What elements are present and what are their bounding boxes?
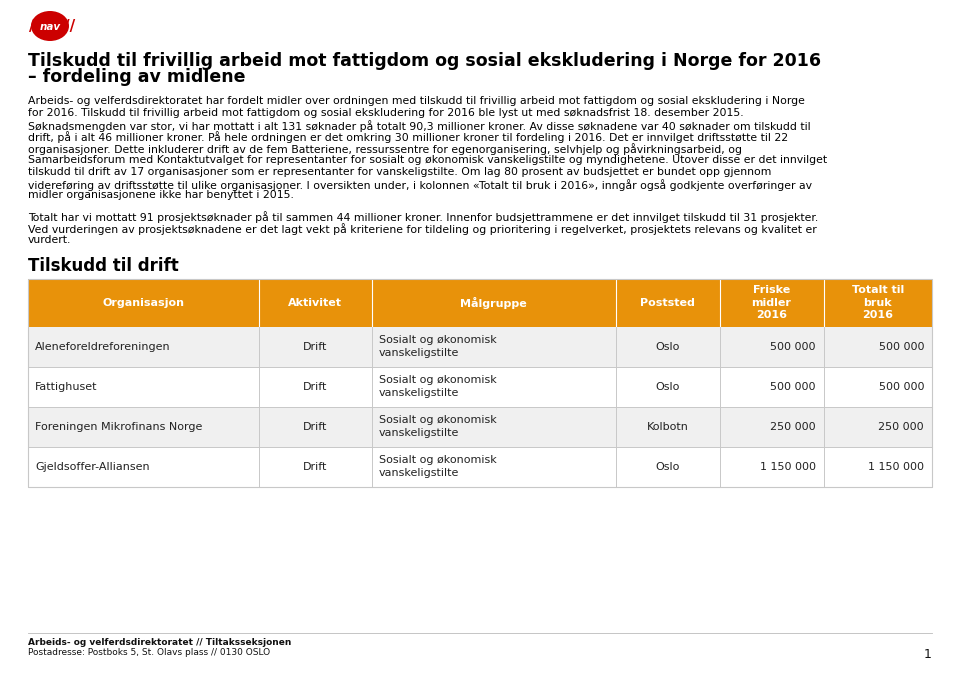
- Text: Drift: Drift: [302, 381, 327, 391]
- Text: organisasjoner. Dette inkluderer drift av de fem Batteriene, ressurssentre for e: organisasjoner. Dette inkluderer drift a…: [28, 143, 742, 155]
- Text: Organisasjon: Organisasjon: [103, 298, 184, 308]
- Text: tilskudd til drift av 17 organisasjoner som er representanter for vanskeligstilt: tilskudd til drift av 17 organisasjoner …: [28, 167, 772, 177]
- Text: 500 000: 500 000: [878, 381, 924, 391]
- Text: 1 150 000: 1 150 000: [759, 462, 816, 472]
- Text: Fattighuset: Fattighuset: [35, 381, 98, 391]
- Text: Totalt har vi mottatt 91 prosjektsøknader på til sammen 44 millioner kroner. Inn: Totalt har vi mottatt 91 prosjektsøknade…: [28, 211, 818, 223]
- Text: Sosialt og økonomisk
vanskeligstilte: Sosialt og økonomisk vanskeligstilte: [378, 335, 496, 358]
- Text: Sosialt og økonomisk
vanskeligstilte: Sosialt og økonomisk vanskeligstilte: [378, 375, 496, 398]
- Text: Oslo: Oslo: [656, 342, 680, 352]
- Text: nav: nav: [39, 22, 60, 32]
- Text: Tilskudd til frivillig arbeid mot fattigdom og sosial ekskludering i Norge for 2: Tilskudd til frivillig arbeid mot fattig…: [28, 52, 821, 70]
- Text: Ved vurderingen av prosjektsøknadene er det lagt vekt på kriteriene for tildelin: Ved vurderingen av prosjektsøknadene er …: [28, 223, 817, 235]
- Text: Kolbotn: Kolbotn: [647, 422, 688, 431]
- Text: Postadresse: Postboks 5, St. Olavs plass // 0130 OSLO: Postadresse: Postboks 5, St. Olavs plass…: [28, 648, 270, 657]
- Text: videreføring av driftsstøtte til ulike organisasjoner. I oversikten under, i kol: videreføring av driftsstøtte til ulike o…: [28, 179, 812, 190]
- Bar: [28, 447, 932, 487]
- Text: Målgruppe: Målgruppe: [460, 296, 527, 308]
- Text: 250 000: 250 000: [878, 422, 924, 431]
- Text: 250 000: 250 000: [770, 422, 816, 431]
- Bar: [28, 327, 932, 367]
- Text: – fordeling av midlene: – fordeling av midlene: [28, 68, 246, 86]
- Text: drift, på i alt 46 millioner kroner. På hele ordningen er det omkring 30 million: drift, på i alt 46 millioner kroner. På …: [28, 132, 788, 143]
- Text: /: /: [29, 20, 35, 34]
- Text: Foreningen Mikrofinans Norge: Foreningen Mikrofinans Norge: [35, 422, 203, 431]
- Text: 1: 1: [924, 648, 932, 661]
- Text: Drift: Drift: [302, 422, 327, 431]
- Text: Sosialt og økonomisk
vanskeligstilte: Sosialt og økonomisk vanskeligstilte: [378, 456, 496, 478]
- Text: 500 000: 500 000: [770, 342, 816, 352]
- Text: Tilskudd til drift: Tilskudd til drift: [28, 256, 179, 275]
- Text: Totalt til
bruk
2016: Totalt til bruk 2016: [852, 286, 904, 320]
- Text: Sosialt og økonomisk
vanskeligstilte: Sosialt og økonomisk vanskeligstilte: [378, 415, 496, 438]
- Text: Arbeids- og velferdsdirektoratet // Tiltaksseksjonen: Arbeids- og velferdsdirektoratet // Tilt…: [28, 638, 292, 647]
- Text: Arbeids- og velferdsdirektoratet har fordelt midler over ordningen med tilskudd : Arbeids- og velferdsdirektoratet har for…: [28, 96, 804, 106]
- Text: 500 000: 500 000: [878, 342, 924, 352]
- Text: Oslo: Oslo: [656, 381, 680, 391]
- Text: 1 150 000: 1 150 000: [868, 462, 924, 472]
- Text: midler organisasjonene ikke har benyttet i 2015.: midler organisasjonene ikke har benyttet…: [28, 190, 294, 200]
- Bar: [28, 279, 932, 327]
- Text: Poststed: Poststed: [640, 298, 695, 308]
- Text: Oslo: Oslo: [656, 462, 680, 472]
- Text: Aktivitet: Aktivitet: [288, 298, 342, 308]
- Text: Søknadsmengden var stor, vi har mottatt i alt 131 søknader på totalt 90,3 millio: Søknadsmengden var stor, vi har mottatt …: [28, 119, 810, 132]
- Text: Drift: Drift: [302, 342, 327, 352]
- Text: Friske
midler
2016: Friske midler 2016: [752, 286, 791, 320]
- Text: Gjeldsoffer-Alliansen: Gjeldsoffer-Alliansen: [35, 462, 150, 472]
- Text: //: //: [64, 20, 76, 34]
- Bar: [28, 367, 932, 406]
- Text: for 2016. Tilskudd til frivillig arbeid mot fattigdom og sosial ekskludering for: for 2016. Tilskudd til frivillig arbeid …: [28, 108, 744, 118]
- Bar: [28, 406, 932, 447]
- Bar: [28, 279, 932, 487]
- Ellipse shape: [31, 11, 69, 41]
- Text: vurdert.: vurdert.: [28, 235, 71, 245]
- Text: Samarbeidsforum med Kontaktutvalget for representanter for sosialt og økonomisk : Samarbeidsforum med Kontaktutvalget for …: [28, 155, 828, 165]
- Text: 500 000: 500 000: [770, 381, 816, 391]
- Text: Aleneforeldreforeningen: Aleneforeldreforeningen: [35, 342, 171, 352]
- Text: Drift: Drift: [302, 462, 327, 472]
